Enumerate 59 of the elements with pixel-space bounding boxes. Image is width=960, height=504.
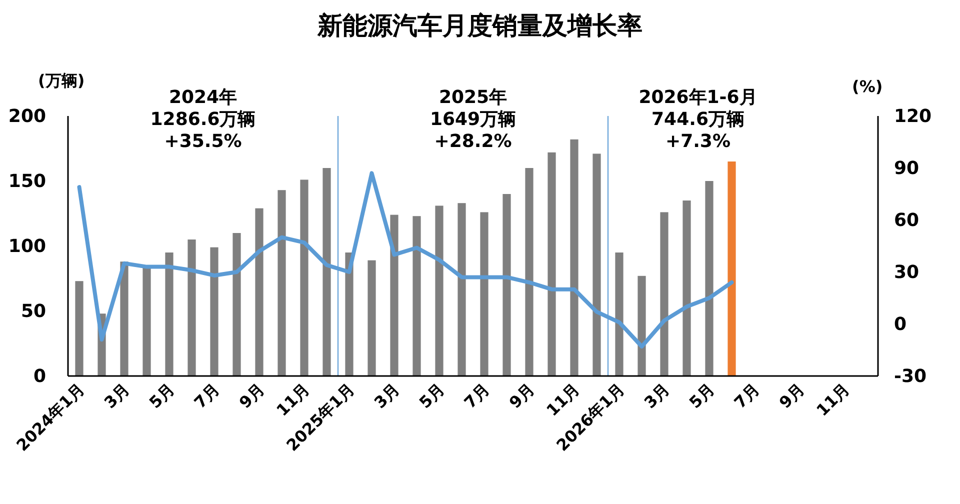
annotation: 2026年1-6月 744.6万辆 +7.3% xyxy=(638,87,758,152)
y2-tick-label: 30 xyxy=(894,262,920,283)
x-tick-label: 3月 xyxy=(370,379,404,412)
y2-tick-label: 120 xyxy=(894,106,932,127)
bar xyxy=(255,208,264,376)
y2-tick-label: 90 xyxy=(894,158,920,179)
bar xyxy=(728,162,736,376)
bar xyxy=(390,214,398,376)
bar xyxy=(75,281,84,376)
annotation: 2024年 1286.6万辆 +35.5% xyxy=(150,87,256,152)
bar xyxy=(435,206,444,376)
bar xyxy=(682,200,691,376)
bar xyxy=(592,154,601,376)
bar xyxy=(548,152,556,376)
bar xyxy=(300,180,308,376)
x-tick-label: 7月 xyxy=(190,379,224,412)
x-tick-label: 11月 xyxy=(812,379,854,420)
y-tick-label: 0 xyxy=(33,366,46,387)
y-tick-label: 50 xyxy=(20,301,46,322)
y2-tick-label: 60 xyxy=(894,210,920,231)
bar xyxy=(570,139,578,376)
bar xyxy=(165,252,174,376)
x-tick-label: 7月 xyxy=(460,379,494,412)
y-tick-label: 150 xyxy=(8,171,46,192)
x-tick-label: 5月 xyxy=(685,379,718,412)
bar xyxy=(615,252,624,376)
bar xyxy=(188,240,196,376)
x-tick-label: 9月 xyxy=(775,379,808,412)
y-tick-label: 100 xyxy=(8,236,46,257)
annotation: 2025年 1649万辆 +28.2% xyxy=(430,87,516,152)
y-axis-title: (万辆) xyxy=(38,71,85,90)
bar xyxy=(232,233,241,376)
x-tick-label: 5月 xyxy=(415,379,448,412)
bar xyxy=(705,181,714,376)
bar xyxy=(480,212,488,376)
line-series xyxy=(77,171,734,349)
bar xyxy=(120,262,128,376)
x-tick-label: 3月 xyxy=(640,379,674,412)
bar xyxy=(502,194,511,376)
y-tick-label: 200 xyxy=(8,106,46,127)
chart-title: 新能源汽车月度销量及增长率 xyxy=(316,11,642,40)
x-tick-label: 5月 xyxy=(145,379,178,412)
y2-tick-label: -30 xyxy=(894,366,927,387)
y2-tick-label: 0 xyxy=(894,314,907,335)
bar xyxy=(660,212,668,376)
bar xyxy=(210,247,218,376)
x-tick-label: 7月 xyxy=(730,379,764,412)
bar xyxy=(322,168,331,376)
bar xyxy=(345,252,354,376)
x-tick-label: 9月 xyxy=(235,379,268,412)
bar xyxy=(458,203,466,376)
bar xyxy=(368,260,376,376)
x-tick-label: 3月 xyxy=(100,379,134,412)
bar xyxy=(525,168,534,376)
bar xyxy=(638,276,646,376)
y2-axis-title: (%) xyxy=(852,77,883,96)
x-tick-label: 9月 xyxy=(505,379,538,412)
bar xyxy=(412,216,421,376)
bar xyxy=(278,190,286,376)
